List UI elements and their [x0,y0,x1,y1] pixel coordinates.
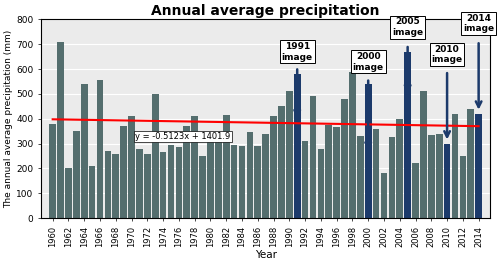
Bar [104,151,111,218]
Bar [318,149,324,218]
Bar [278,106,285,218]
Bar [144,154,150,218]
Bar [238,146,246,218]
Text: 2010
image: 2010 image [432,45,462,64]
Bar [50,124,56,218]
Bar [460,156,466,218]
X-axis label: Year: Year [254,250,276,260]
Bar [215,135,222,218]
Bar [388,137,395,218]
Bar [444,144,450,218]
Bar [436,134,442,218]
Text: 2005
image: 2005 image [392,17,423,37]
Bar [223,115,230,218]
Bar [136,149,143,218]
Bar [334,128,340,218]
Bar [81,84,87,218]
Text: 2000
image: 2000 image [352,52,384,72]
Text: 1991
image: 1991 image [282,42,313,62]
Bar [112,154,119,218]
Bar [89,166,96,218]
Bar [254,146,261,218]
Bar [270,116,277,218]
Bar [412,163,419,218]
Bar [262,134,269,218]
Bar [230,145,237,218]
Bar [302,141,308,218]
Y-axis label: The annual average precipitation (mm): The annual average precipitation (mm) [4,30,13,208]
Bar [420,91,427,218]
Bar [57,42,64,218]
Bar [380,173,388,218]
Text: 2014
image: 2014 image [463,14,494,33]
Bar [341,99,348,218]
Bar [152,94,158,218]
Bar [65,168,72,218]
Bar [365,84,372,218]
Bar [168,145,174,218]
Bar [128,116,135,218]
Bar [326,125,332,218]
Bar [176,147,182,218]
Bar [96,80,103,218]
Bar [184,126,190,218]
Bar [349,72,356,218]
Bar [428,135,434,218]
Bar [404,52,411,218]
Bar [294,74,300,218]
Bar [372,129,380,218]
Bar [199,156,206,218]
Bar [120,126,127,218]
Bar [476,114,482,218]
Bar [207,134,214,218]
Bar [310,96,316,218]
Bar [246,133,253,218]
Bar [452,114,458,218]
Bar [192,116,198,218]
Bar [468,109,474,218]
Bar [160,152,166,218]
Bar [73,131,80,218]
Title: Annual average precipitation: Annual average precipitation [152,4,380,18]
Bar [396,119,403,218]
Bar [286,91,292,218]
Bar [357,136,364,218]
Text: y = -0.5123x + 1401.9: y = -0.5123x + 1401.9 [136,132,230,141]
